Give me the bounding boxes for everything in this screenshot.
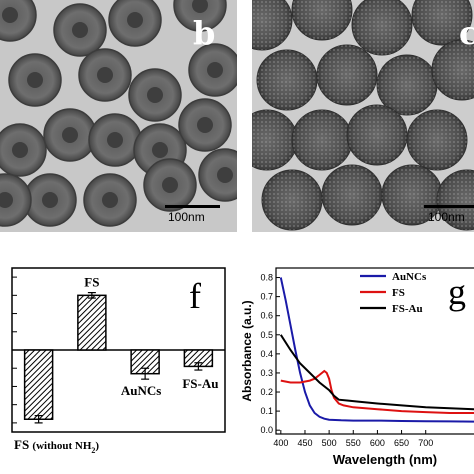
panel-label-b: b xyxy=(193,14,216,52)
nanoparticle-core xyxy=(147,87,163,103)
nanoparticle-pores xyxy=(412,0,472,45)
nanoparticle-pores xyxy=(382,165,442,225)
legend-label: FS-Au xyxy=(392,303,423,315)
legend-label: AuNCs xyxy=(392,271,427,283)
nanoparticle-core xyxy=(192,0,208,13)
nanoparticle-core xyxy=(12,142,28,158)
nanoparticle-core xyxy=(197,117,213,133)
tem-image-b xyxy=(0,0,237,232)
nanoparticle-pores xyxy=(322,165,382,225)
x-tick-label: 550 xyxy=(346,438,361,448)
nanoparticle xyxy=(0,173,32,227)
nanoparticles-b xyxy=(0,0,237,227)
x-tick-label: 500 xyxy=(322,438,337,448)
series-line xyxy=(279,334,474,411)
y-tick-label: 0.7 xyxy=(260,292,273,302)
zeta-potential-bar-chart: FS (without NH2) FS AuNCs FS-Au f xyxy=(11,267,226,455)
series-line xyxy=(280,369,474,414)
panel-label-f: f xyxy=(189,276,201,316)
panel-label-c: c xyxy=(459,14,474,52)
scale-bar-label-b: 100nm xyxy=(168,210,205,224)
nanoparticle-core xyxy=(107,132,123,148)
nanoparticle-core xyxy=(127,12,143,28)
y-tick-label: 0.4 xyxy=(260,349,273,359)
x-tick-label: 400 xyxy=(273,438,288,448)
category-label-sub: 2 xyxy=(91,446,95,455)
category-label: FS-Au xyxy=(182,376,218,391)
tem-image-c xyxy=(252,0,474,232)
y-tick-label: 0.5 xyxy=(260,330,273,340)
nanoparticle-pores xyxy=(257,50,317,110)
category-label: FS (without NH2) xyxy=(14,437,99,455)
x-tick-label: 450 xyxy=(297,438,312,448)
nanoparticle-core xyxy=(102,192,118,208)
nanoparticle-pores xyxy=(252,110,297,170)
plot-frame xyxy=(275,267,474,435)
y-tick-label: 0.2 xyxy=(260,387,273,397)
nanoparticles-c xyxy=(252,0,474,231)
nanoparticle-core xyxy=(152,142,168,158)
nanoparticle-core xyxy=(97,67,113,83)
nanoparticle xyxy=(173,0,227,32)
scale-bar-c xyxy=(424,205,474,208)
tem-image-panel-c: c 100nm xyxy=(252,0,474,232)
nanoparticle-pores xyxy=(432,40,474,100)
y-tick-label: 0.0 xyxy=(260,425,273,435)
nanoparticle-core xyxy=(27,72,43,88)
y-axis-label: Absorbance (a.u.) xyxy=(242,300,254,401)
panel-label-g: g xyxy=(448,272,466,312)
scale-bar-label-c: 100nm xyxy=(428,210,465,224)
bar xyxy=(77,294,107,351)
absorbance-line-chart: 0.0 0.1 0.2 0.3 0.4 0.5 0.6 0.7 0.8 400 450 500 550 6… xyxy=(242,267,474,467)
x-tick-label: 650 xyxy=(394,438,409,448)
nanoparticle-core xyxy=(207,62,223,78)
series-line xyxy=(279,277,474,423)
category-label: AuNCs xyxy=(121,383,161,398)
nanoparticle-pores xyxy=(317,45,377,105)
y-tick-label: 0.3 xyxy=(260,368,273,378)
legend-label: FS xyxy=(392,287,405,299)
nanoparticle-core xyxy=(162,177,178,193)
category-label-close: ) xyxy=(95,440,99,452)
nanoparticle-pores xyxy=(292,110,352,170)
y-tick-label: 0.1 xyxy=(260,406,273,416)
nanoparticle-pores xyxy=(292,0,352,40)
nanoparticle-core xyxy=(0,192,13,208)
nanoparticle-pores xyxy=(352,0,412,55)
tem-image-panel-b: b 100nm xyxy=(0,0,237,232)
nanoparticle-pores xyxy=(377,55,437,115)
y-tick-label: 0.8 xyxy=(260,273,273,283)
nanoparticle-core xyxy=(42,192,58,208)
x-tick-label: 700 xyxy=(418,438,433,448)
x-axis-label: Wavelength (nm) xyxy=(333,452,437,467)
nanoparticle-core xyxy=(217,167,233,183)
nanoparticle-core xyxy=(72,22,88,38)
scale-bar-b xyxy=(165,205,220,208)
nanoparticle-core xyxy=(62,127,78,143)
y-tick-label: 0.6 xyxy=(260,311,273,321)
nanoparticle-pores xyxy=(407,110,467,170)
category-label: FS xyxy=(84,275,99,290)
category-label-paren: (without NH xyxy=(32,440,91,452)
nanoparticle-pores xyxy=(262,170,322,230)
x-tick-label: 600 xyxy=(370,438,385,448)
bar xyxy=(23,349,54,420)
nanoparticle-pores xyxy=(252,0,292,50)
nanoparticle-pores xyxy=(347,105,407,165)
nanoparticle-pores xyxy=(437,170,474,230)
nanoparticle-core xyxy=(2,7,18,23)
